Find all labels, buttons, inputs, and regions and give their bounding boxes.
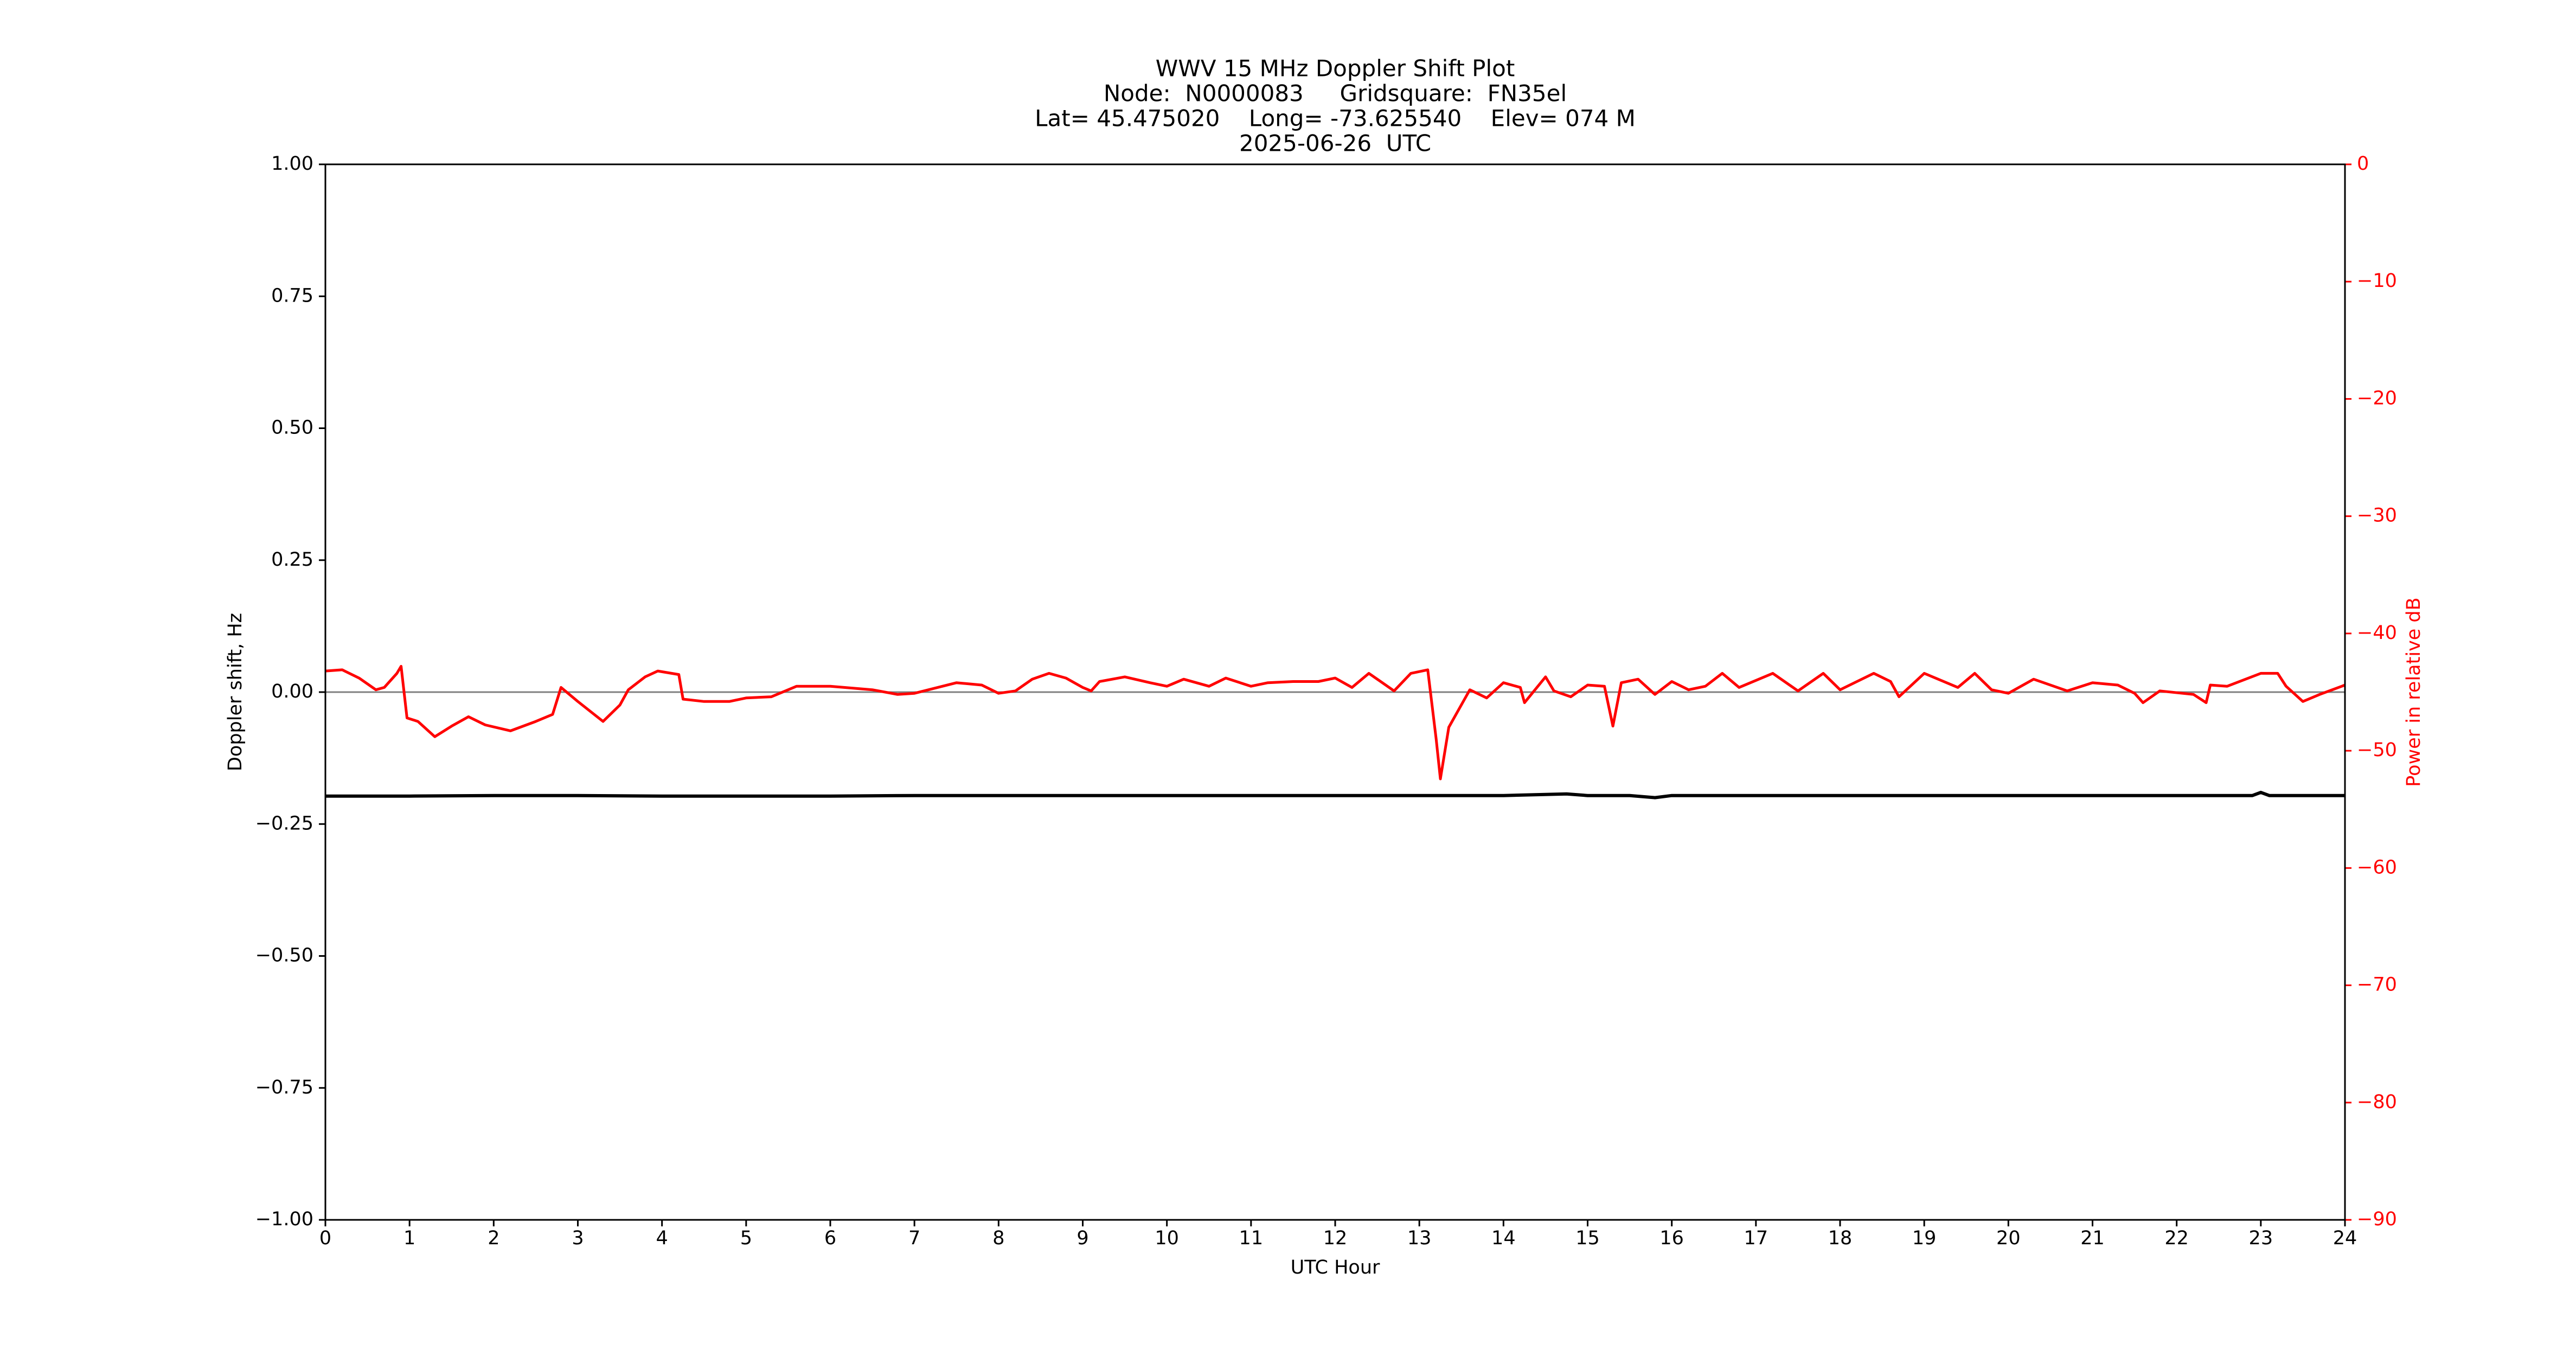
- y2-axis-label: Power in relative dB: [2403, 597, 2425, 786]
- y-axis-label: Doppler shift, Hz: [225, 613, 246, 771]
- y2-tick-label: −50: [2357, 739, 2397, 761]
- y2-tick-label: −70: [2357, 974, 2397, 996]
- x-tick-label: 6: [824, 1227, 836, 1249]
- y-tick-label: 1.00: [271, 153, 313, 175]
- plot-frame: [324, 163, 2346, 1221]
- x-tick-label: 5: [740, 1227, 752, 1249]
- x-tick-label: 9: [1076, 1227, 1088, 1249]
- x-tick-label: 21: [2080, 1227, 2105, 1249]
- x-axis-label: UTC Hour: [1291, 1257, 1380, 1278]
- data-line: [325, 664, 2346, 781]
- data-line: [325, 790, 2345, 799]
- x-tick-label: 4: [656, 1227, 668, 1249]
- x-tick-label: 3: [572, 1227, 584, 1249]
- x-tick-label: 19: [1912, 1227, 1937, 1249]
- y2-tick-label: −60: [2357, 856, 2397, 878]
- x-tick-label: 7: [908, 1227, 920, 1249]
- y-tick-label: 0.50: [271, 417, 313, 439]
- x-tick-label: 17: [1744, 1227, 1768, 1249]
- chart-subtitle: Node: N0000083 Gridsquare: FN35el: [1104, 80, 1567, 107]
- x-tick-label: 24: [2333, 1227, 2357, 1249]
- x-tick-label: 11: [1239, 1227, 1264, 1249]
- x-tick-label: 20: [1996, 1227, 2021, 1249]
- x-tick-label: 18: [1828, 1227, 1853, 1249]
- x-tick-label: 8: [992, 1227, 1004, 1249]
- y2-tick-label: −20: [2357, 387, 2397, 409]
- y2-tick-label: −40: [2357, 622, 2397, 644]
- y2-tick-label: −30: [2357, 505, 2397, 527]
- y-tick-label: −0.25: [255, 813, 313, 834]
- x-tick-label: 14: [1491, 1227, 1516, 1249]
- x-tick-label: 16: [1659, 1227, 1684, 1249]
- y2-tick-label: −90: [2357, 1208, 2397, 1230]
- x-tick-label: 2: [488, 1227, 499, 1249]
- y2-tick-label: −80: [2357, 1091, 2397, 1113]
- x-tick-label: 0: [319, 1227, 331, 1249]
- chart-subtitle: 2025-06-26 UTC: [1239, 130, 1431, 157]
- y-tick-label: −0.75: [255, 1077, 313, 1098]
- y-tick-label: 0.00: [271, 681, 313, 702]
- x-tick-label: 13: [1407, 1227, 1432, 1249]
- y2-tick-label: 0: [2357, 153, 2369, 175]
- x-tick-label: 10: [1155, 1227, 1179, 1249]
- y-tick-label: −1.00: [255, 1208, 313, 1230]
- x-tick-label: 23: [2249, 1227, 2273, 1249]
- chart-title: WWV 15 MHz Doppler Shift Plot: [1156, 55, 1515, 82]
- x-tick-label: 22: [2164, 1227, 2189, 1249]
- chart-subtitle: Lat= 45.475020 Long= -73.625540 Elev= 07…: [1035, 105, 1636, 132]
- y-tick-label: −0.50: [255, 945, 313, 967]
- x-tick-label: 15: [1575, 1227, 1600, 1249]
- y2-tick-label: −10: [2357, 270, 2397, 292]
- y-tick-label: 0.25: [271, 549, 313, 571]
- y-tick-label: 0.75: [271, 285, 313, 306]
- x-tick-label: 1: [403, 1227, 415, 1249]
- x-tick-label: 12: [1323, 1227, 1348, 1249]
